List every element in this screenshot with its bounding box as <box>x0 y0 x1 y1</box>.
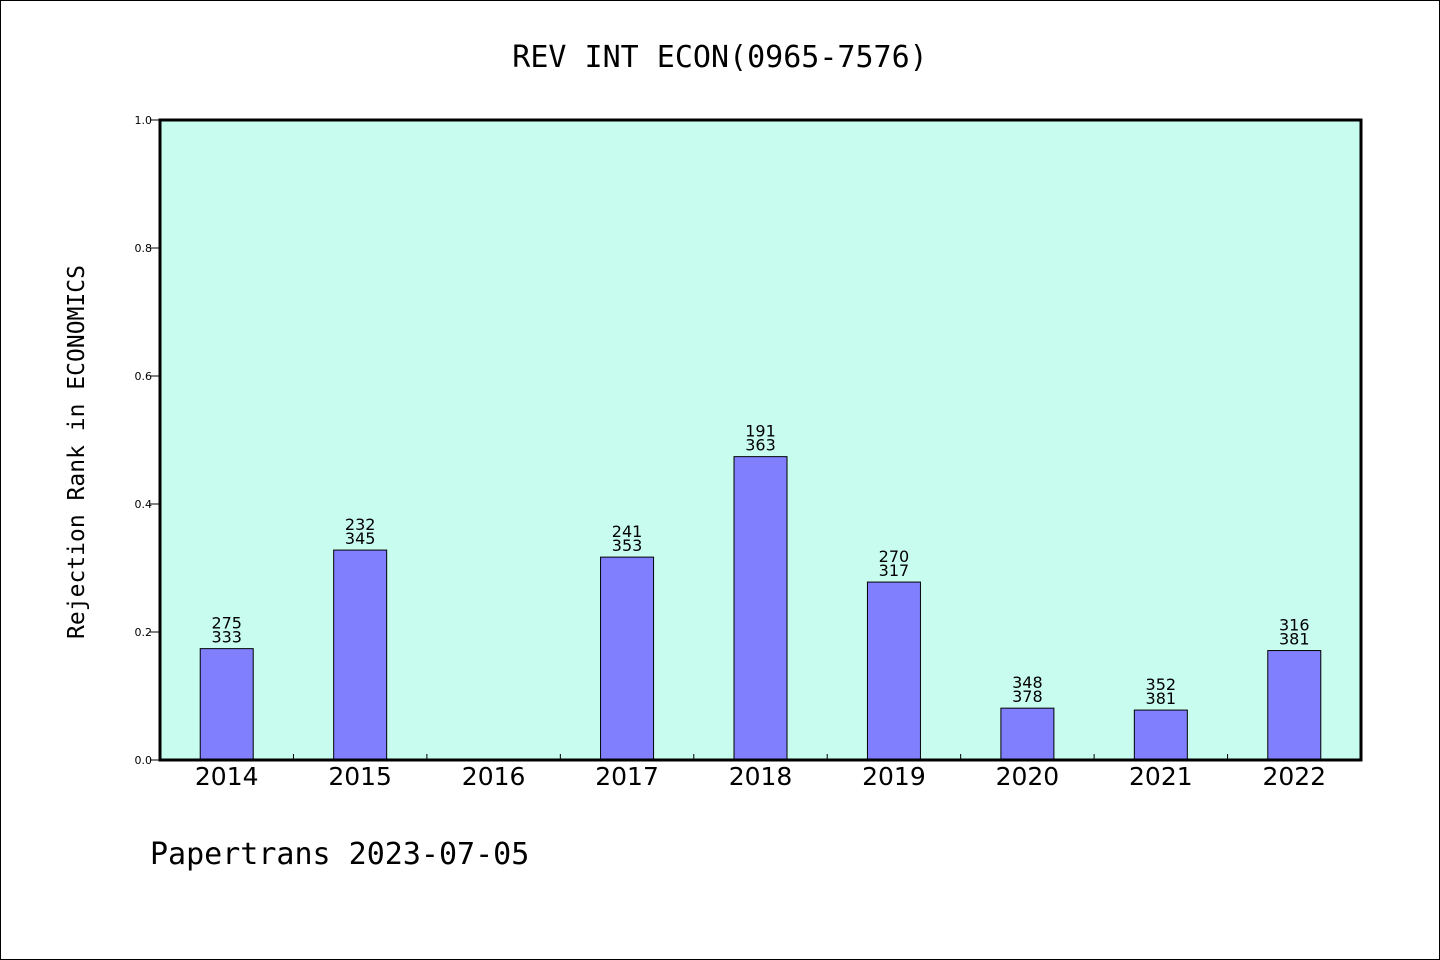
bar-label-bottom: 378 <box>1012 687 1043 706</box>
bar-label-bottom: 345 <box>345 529 376 548</box>
x-tick-label: 2018 <box>729 762 793 791</box>
y-tick-label: 0.4 <box>135 498 153 511</box>
y-tick-label: 1.0 <box>135 114 153 127</box>
bar-2018 <box>733 456 788 761</box>
plot-border <box>158 118 1363 762</box>
bar-2017 <box>600 556 655 761</box>
y-tick-label: 0.0 <box>135 754 153 767</box>
bar-label-top: 316 <box>1279 616 1310 635</box>
bar-2019 <box>866 581 921 761</box>
y-axis-label: Rejection Rank in ECONOMICS <box>64 265 90 639</box>
bar-label-bottom: 353 <box>612 536 643 555</box>
bar-label-top: 232 <box>345 515 376 534</box>
x-tick-label: 2017 <box>595 762 659 791</box>
bar-2021 <box>1133 709 1188 761</box>
bar-2014 <box>199 648 254 761</box>
bar-label-bottom: 363 <box>745 436 776 455</box>
bar-label-bottom: 333 <box>211 628 242 647</box>
bar-label-top: 275 <box>211 614 242 633</box>
x-tick-label: 2015 <box>328 762 392 791</box>
bar-label-bottom: 381 <box>1146 689 1177 708</box>
x-tick-label: 2019 <box>862 762 926 791</box>
bar-label-bottom: 317 <box>879 561 910 580</box>
bar-label-top: 270 <box>879 547 910 566</box>
y-tick-label: 0.8 <box>135 242 153 255</box>
x-tick-label: 2014 <box>195 762 259 791</box>
bar-label-bottom: 381 <box>1279 630 1310 649</box>
bar-label-top: 352 <box>1146 675 1177 694</box>
bar-2015 <box>333 549 388 761</box>
x-tick-label: 2016 <box>462 762 526 791</box>
bar-label-top: 241 <box>612 522 643 541</box>
ticks-layer: 0.0 0.2 0.4 0.6 0.8 1.0 2014 2015 2016 2017 2018 20… <box>135 114 1327 791</box>
x-tick-label: 2020 <box>996 762 1060 791</box>
x-tick-label: 2021 <box>1129 762 1193 791</box>
x-tick-label: 2022 <box>1262 762 1326 791</box>
y-tick-label: 0.6 <box>135 370 153 383</box>
chart-title: REV INT ECON(0965-7576) <box>512 40 927 75</box>
footer-text: Papertrans 2023-07-05 <box>150 837 529 872</box>
bar-label-top: 348 <box>1012 673 1043 692</box>
bar-2020 <box>1000 707 1055 761</box>
y-tick-label: 0.2 <box>135 626 153 639</box>
bar-2022 <box>1267 650 1322 761</box>
bar-label-top: 191 <box>745 422 776 441</box>
